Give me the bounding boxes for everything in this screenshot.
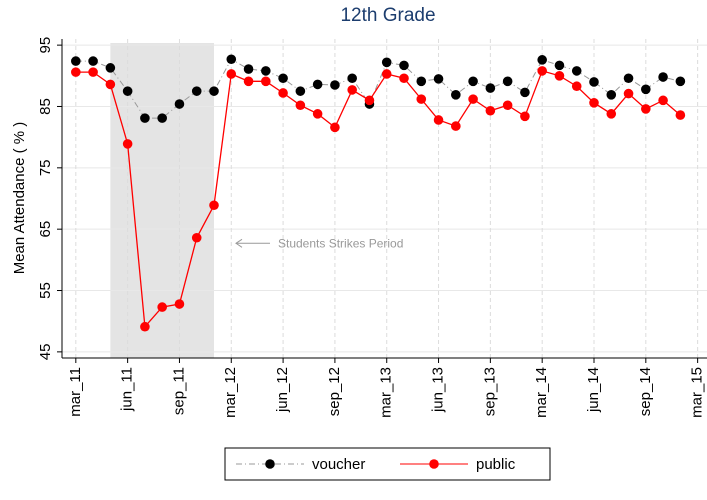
legend-marker	[265, 459, 275, 469]
x-tick-label: jun_14	[585, 367, 602, 413]
data-point	[243, 64, 254, 74]
data-point	[589, 77, 599, 87]
data-point	[140, 321, 150, 332]
data-point	[226, 54, 237, 65]
annotation-arrowhead	[235, 238, 243, 248]
data-point	[606, 90, 617, 100]
data-point	[468, 94, 478, 104]
y-tick-label: 45	[37, 344, 54, 361]
data-point	[451, 121, 461, 131]
data-point	[278, 73, 288, 84]
chart-title: 12th Grade	[340, 5, 435, 26]
data-point	[140, 113, 150, 123]
data-point	[209, 86, 219, 96]
x-tick-label: mar_12	[222, 367, 239, 418]
data-point	[191, 86, 202, 96]
x-tick-label: jun_11	[119, 367, 136, 412]
data-point	[641, 104, 651, 114]
data-point	[330, 122, 340, 133]
data-point	[157, 302, 167, 312]
data-point	[174, 99, 185, 109]
data-point	[589, 98, 599, 108]
data-point	[416, 76, 427, 87]
data-point	[433, 74, 444, 84]
data-point	[122, 86, 133, 96]
data-point	[675, 110, 686, 120]
x-tick-label: sep_12	[326, 367, 343, 416]
legend-label: voucher	[312, 456, 365, 473]
data-point	[381, 69, 392, 79]
x-tick-label: sep_14	[637, 367, 654, 416]
data-point	[399, 60, 409, 71]
data-point	[157, 113, 167, 123]
x-tick-label: jun_12	[274, 367, 291, 413]
data-point	[641, 84, 651, 95]
data-point	[243, 76, 254, 87]
x-tick-label: mar_14	[533, 367, 550, 418]
data-point	[537, 55, 547, 65]
x-tick-label: mar_15	[689, 367, 706, 418]
data-point	[658, 72, 668, 82]
data-point	[105, 79, 116, 90]
y-tick-label: 55	[37, 282, 54, 299]
data-point	[571, 81, 582, 92]
y-tick-label: 95	[37, 37, 54, 54]
data-point	[191, 232, 202, 243]
x-tick-label: mar_13	[378, 367, 395, 418]
data-point	[364, 95, 375, 106]
data-point	[606, 109, 617, 119]
data-point	[520, 111, 530, 122]
data-point	[502, 100, 513, 111]
data-point	[295, 86, 306, 96]
data-point	[520, 87, 530, 98]
data-point	[554, 71, 565, 81]
data-point	[433, 115, 444, 125]
data-point	[312, 79, 323, 90]
annotation: Students Strikes Period	[278, 236, 403, 250]
y-tick-label: 85	[37, 98, 54, 115]
data-point	[209, 200, 219, 211]
data-point	[623, 88, 634, 99]
legend-marker	[429, 459, 439, 469]
data-point	[122, 139, 133, 149]
data-point	[502, 76, 513, 87]
x-tick-label: sep_11	[170, 367, 187, 415]
x-tick-label: mar_11	[67, 367, 84, 417]
data-point	[88, 67, 98, 77]
data-point	[295, 100, 306, 111]
data-point	[399, 73, 409, 84]
data-point	[451, 90, 461, 100]
data-point	[381, 57, 392, 68]
data-point	[261, 76, 271, 87]
data-point	[226, 69, 237, 79]
data-point	[330, 80, 340, 90]
data-point	[71, 56, 81, 66]
data-point	[261, 66, 271, 76]
data-point	[416, 94, 427, 104]
x-tick-label: jun_13	[430, 367, 447, 413]
data-point	[105, 63, 116, 73]
data-point	[347, 73, 357, 84]
legend-label: public	[476, 456, 516, 473]
data-point	[278, 88, 288, 98]
data-point	[174, 299, 185, 309]
data-point	[347, 85, 357, 95]
data-point	[675, 76, 686, 87]
y-tick-label: 75	[37, 159, 54, 176]
y-axis-label: Mean Attendance ( % )	[11, 122, 28, 275]
data-point	[658, 95, 668, 106]
data-point	[623, 73, 634, 84]
data-point	[312, 109, 323, 119]
data-point	[554, 60, 565, 71]
data-point	[537, 66, 547, 76]
data-point	[485, 83, 496, 93]
data-point	[468, 76, 478, 87]
data-point	[485, 105, 496, 116]
y-tick-label: 65	[37, 221, 54, 238]
data-point	[571, 66, 582, 76]
data-point	[88, 56, 98, 66]
data-point	[71, 67, 81, 77]
x-tick-label: sep_13	[481, 367, 498, 416]
